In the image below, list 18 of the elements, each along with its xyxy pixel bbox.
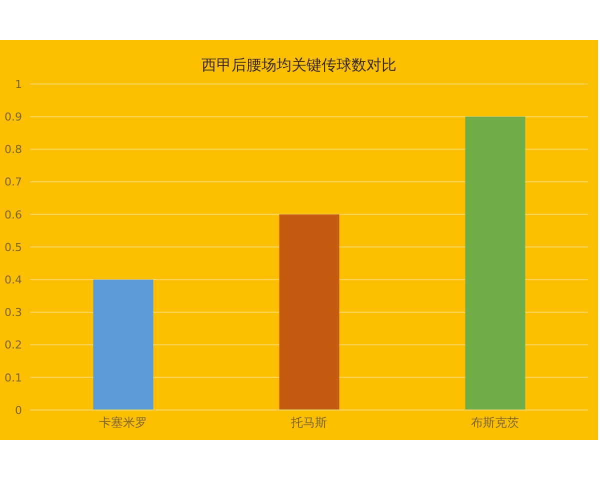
x-tick-label: 布斯克茨 <box>471 416 519 430</box>
x-tick-label: 托马斯 <box>290 416 327 430</box>
y-tick-label: 0.9 <box>4 110 22 124</box>
y-tick-label: 0.5 <box>4 240 22 254</box>
y-tick-label: 0.6 <box>4 208 22 222</box>
bar <box>93 280 154 410</box>
bar <box>279 214 340 410</box>
bar <box>465 116 526 410</box>
chart-title: 西甲后腰场均关键传球数对比 <box>200 56 398 75</box>
y-tick-label: 0.3 <box>4 306 22 320</box>
y-tick-label: 0.2 <box>4 338 22 352</box>
y-tick-label: 1 <box>15 78 22 91</box>
y-tick-label: 0.8 <box>4 143 22 156</box>
x-tick-label: 卡塞米罗 <box>99 416 147 430</box>
y-tick-label: 0 <box>15 404 22 417</box>
y-tick-label: 0.4 <box>4 274 22 287</box>
y-tick-label: 0.7 <box>4 176 22 189</box>
y-tick-label: 0.1 <box>4 371 22 384</box>
